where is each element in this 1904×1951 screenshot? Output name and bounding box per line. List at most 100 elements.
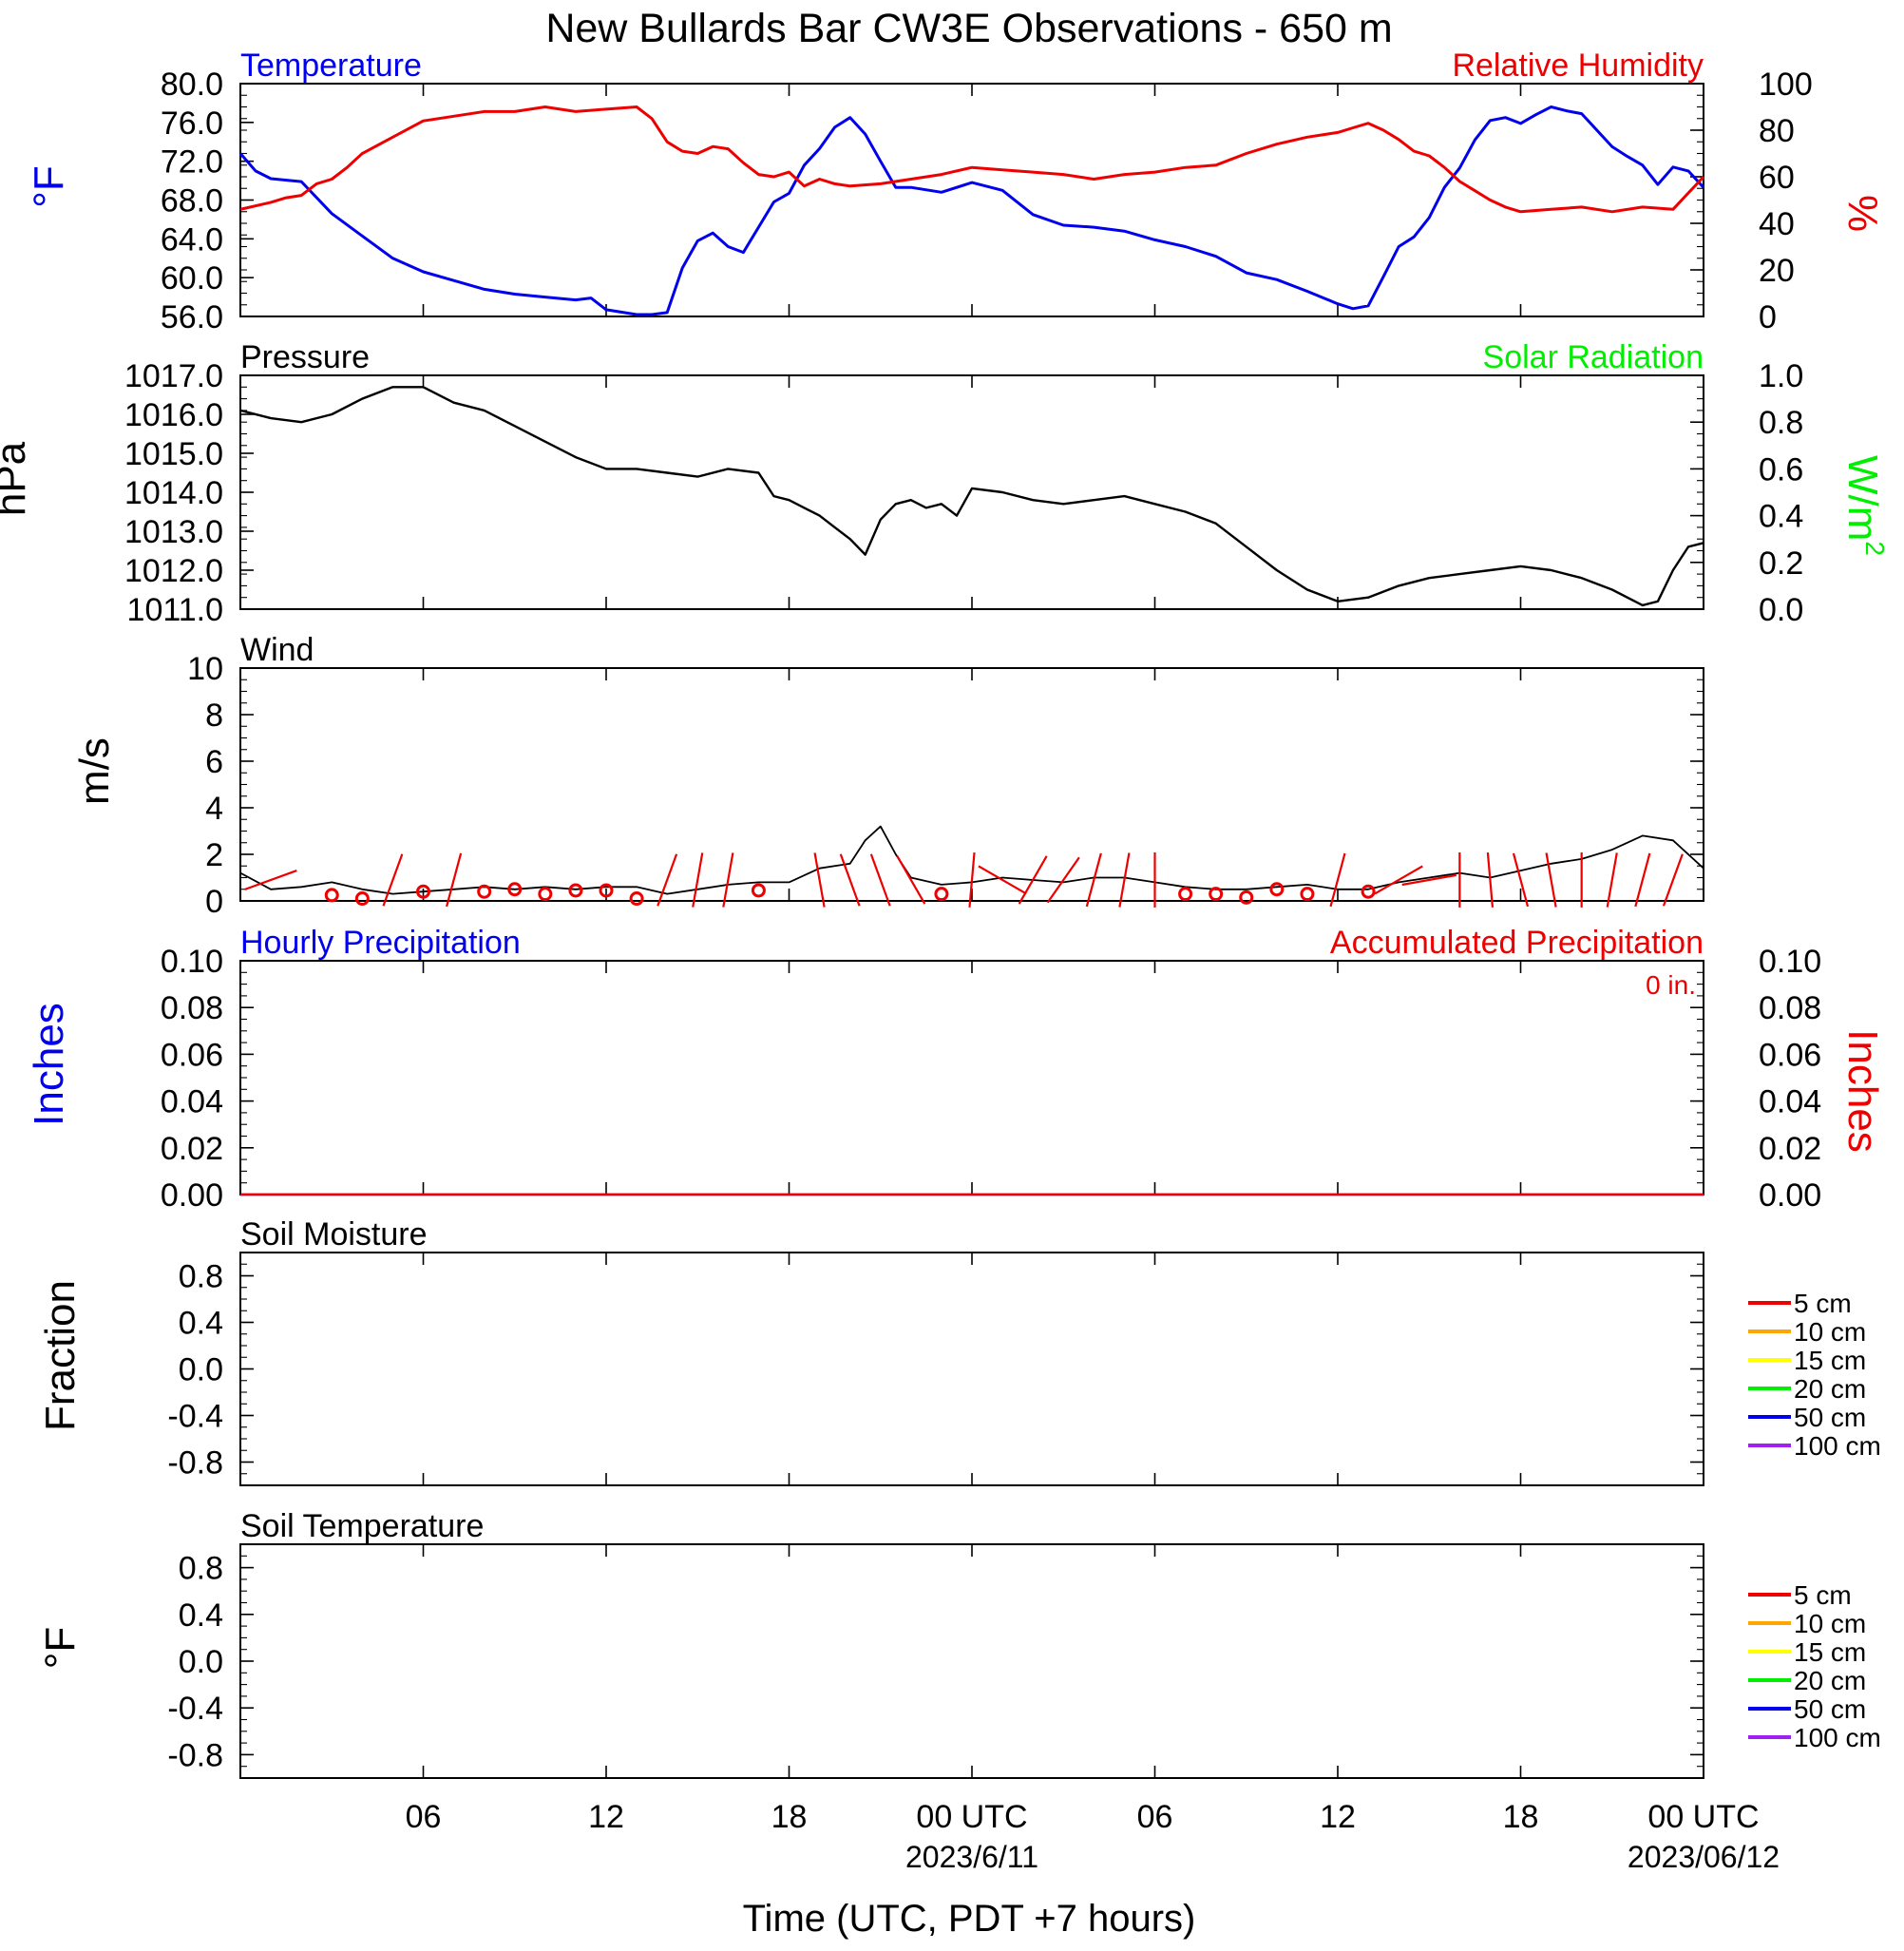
y-right-tick-label: 0.6 bbox=[1759, 451, 1803, 488]
wind-direction-stick bbox=[839, 853, 861, 907]
y-tick-label: 6 bbox=[205, 744, 223, 780]
panels: 56.060.064.068.072.076.080.0020406080100… bbox=[0, 48, 1890, 1779]
y-tick-label: -0.4 bbox=[167, 1691, 223, 1727]
series-line-wind bbox=[239, 825, 1704, 895]
y-right-tick-label: 80 bbox=[1759, 113, 1795, 149]
x-tick-label: 18 bbox=[1503, 1799, 1539, 1835]
x-tick-label: 00 UTC bbox=[916, 1799, 1027, 1835]
figure-title: New Bullards Bar CW3E Observations - 650… bbox=[545, 6, 1392, 51]
y-right-tick-label: 0.06 bbox=[1759, 1037, 1821, 1073]
y-tick-label: 1011.0 bbox=[127, 592, 223, 628]
wind-direction-stick bbox=[1046, 856, 1080, 904]
y-tick-label: 0.04 bbox=[161, 1084, 223, 1120]
panel-precip: 0.00 0.02 0.04 0.06 0.08 0.10 0.00 0.02 0.04 0.06… bbox=[26, 925, 1886, 1214]
calm-wind-circle bbox=[1300, 887, 1315, 902]
y-tick-label: 0.8 bbox=[179, 1259, 223, 1295]
y-tick-label: 1016.0 bbox=[124, 397, 223, 433]
panel-left-title: Hourly Precipitation bbox=[240, 925, 521, 961]
wind-direction-stick bbox=[813, 852, 826, 908]
y-tick-label: 1017.0 bbox=[124, 358, 223, 394]
y-right-tick-label: 0.10 bbox=[1759, 944, 1821, 980]
x-date-label: 2023/6/11 bbox=[905, 1840, 1038, 1874]
y-tick-label: 0.0 bbox=[179, 1644, 223, 1680]
panel-left-title: Soil Moisture bbox=[240, 1216, 428, 1253]
wind-direction-stick bbox=[692, 852, 704, 908]
panel-frame bbox=[239, 960, 1704, 1195]
y-tick-label: 1015.0 bbox=[124, 436, 223, 472]
y-right-tick-label: 0.4 bbox=[1759, 499, 1803, 535]
y-tick-label: 2 bbox=[205, 837, 223, 873]
y-tick-label: 76.0 bbox=[161, 105, 223, 142]
series-line-temperature bbox=[238, 105, 1705, 316]
calm-wind-circle bbox=[1209, 887, 1224, 902]
y-right-tick-label: 60 bbox=[1759, 160, 1795, 196]
panel-right-title: Relative Humidity bbox=[1452, 48, 1704, 84]
y-tick-label: 60.0 bbox=[161, 260, 223, 296]
y-tick-label: 1014.0 bbox=[124, 475, 223, 511]
legend-label: 50 cm bbox=[1794, 1694, 1866, 1724]
y-right-tick-label: 1.0 bbox=[1759, 358, 1803, 394]
calm-wind-circle bbox=[507, 882, 523, 897]
y-tick-label: 0.08 bbox=[161, 990, 223, 1026]
y-tick-label: 0.06 bbox=[161, 1037, 223, 1073]
calm-wind-circle bbox=[1239, 889, 1254, 905]
y-axis-label: °F bbox=[26, 165, 72, 207]
legend-label: 20 cm bbox=[1794, 1374, 1866, 1404]
y-axis-label: Fraction bbox=[37, 1280, 84, 1431]
accumulated-total: 0 in. bbox=[1646, 970, 1696, 1000]
x-date-label: 2023/06/12 bbox=[1628, 1840, 1780, 1874]
legend-label: 20 cm bbox=[1794, 1666, 1866, 1695]
panel-left-title: Soil Temperature bbox=[240, 1508, 484, 1544]
y-tick-label: -0.4 bbox=[167, 1399, 223, 1435]
y-right-tick-label: 0.0 bbox=[1759, 592, 1803, 628]
wind-direction-stick bbox=[1374, 865, 1423, 895]
x-tick-label: 12 bbox=[588, 1799, 624, 1835]
panel-left-title: Temperature bbox=[240, 48, 422, 84]
wind-direction-stick bbox=[1118, 852, 1131, 908]
calm-wind-circle bbox=[538, 887, 553, 902]
y-tick-label: 8 bbox=[205, 698, 223, 734]
x-tick-label: 00 UTC bbox=[1647, 1799, 1759, 1835]
wind-direction-stick bbox=[1512, 852, 1530, 908]
wind-direction-stick bbox=[1545, 852, 1557, 908]
y-right-tick-label: 40 bbox=[1759, 206, 1795, 242]
x-tick-label: 18 bbox=[771, 1799, 808, 1835]
panel-left-title: Wind bbox=[240, 632, 314, 668]
y-tick-label: 80.0 bbox=[161, 67, 223, 103]
y-right-axis-label: W/m2 bbox=[1839, 455, 1890, 556]
panel-pressure_solar: 1011.01012.01013.01014.01015.01016.01017… bbox=[0, 339, 1890, 628]
wind-direction-stick bbox=[1329, 852, 1346, 908]
y-right-tick-label: 0.08 bbox=[1759, 990, 1821, 1026]
wind-direction-stick bbox=[1401, 873, 1457, 887]
wind-direction-stick bbox=[1085, 852, 1102, 908]
y-tick-label: 1013.0 bbox=[124, 514, 223, 550]
y-tick-label: 72.0 bbox=[161, 144, 223, 181]
y-right-axis-label-text: Inches bbox=[1839, 1029, 1886, 1153]
y-tick-label: 1012.0 bbox=[124, 553, 223, 589]
y-tick-label: 10 bbox=[187, 651, 223, 687]
wind-direction-stick bbox=[657, 853, 678, 907]
legend-label: 15 cm bbox=[1794, 1346, 1866, 1375]
wind-direction-stick bbox=[382, 853, 404, 907]
wind-direction-stick bbox=[968, 851, 976, 908]
calm-wind-circle bbox=[477, 884, 492, 899]
y-axis-label: m/s bbox=[71, 737, 118, 805]
y-tick-label: 0.10 bbox=[161, 944, 223, 980]
panel-right-title: Accumulated Precipitation bbox=[1330, 925, 1704, 961]
y-right-tick-label: 100 bbox=[1759, 67, 1813, 103]
panel-left-title: Pressure bbox=[240, 339, 370, 375]
y-right-tick-label: 0.00 bbox=[1759, 1177, 1821, 1214]
y-right-axis-label-text: W/m bbox=[1839, 455, 1886, 541]
y-right-tick-label: 0.02 bbox=[1759, 1131, 1821, 1167]
wind-direction-stick bbox=[1662, 853, 1684, 907]
y-right-axis-label-exponent: 2 bbox=[1860, 541, 1890, 556]
wind-direction-stick bbox=[978, 865, 1027, 895]
y-tick-label: 68.0 bbox=[161, 183, 223, 220]
legend-label: 5 cm bbox=[1794, 1580, 1852, 1610]
y-axis-label: °F bbox=[37, 1627, 84, 1669]
calm-wind-circle bbox=[568, 883, 583, 898]
series-line-relative-humidity bbox=[239, 105, 1705, 214]
